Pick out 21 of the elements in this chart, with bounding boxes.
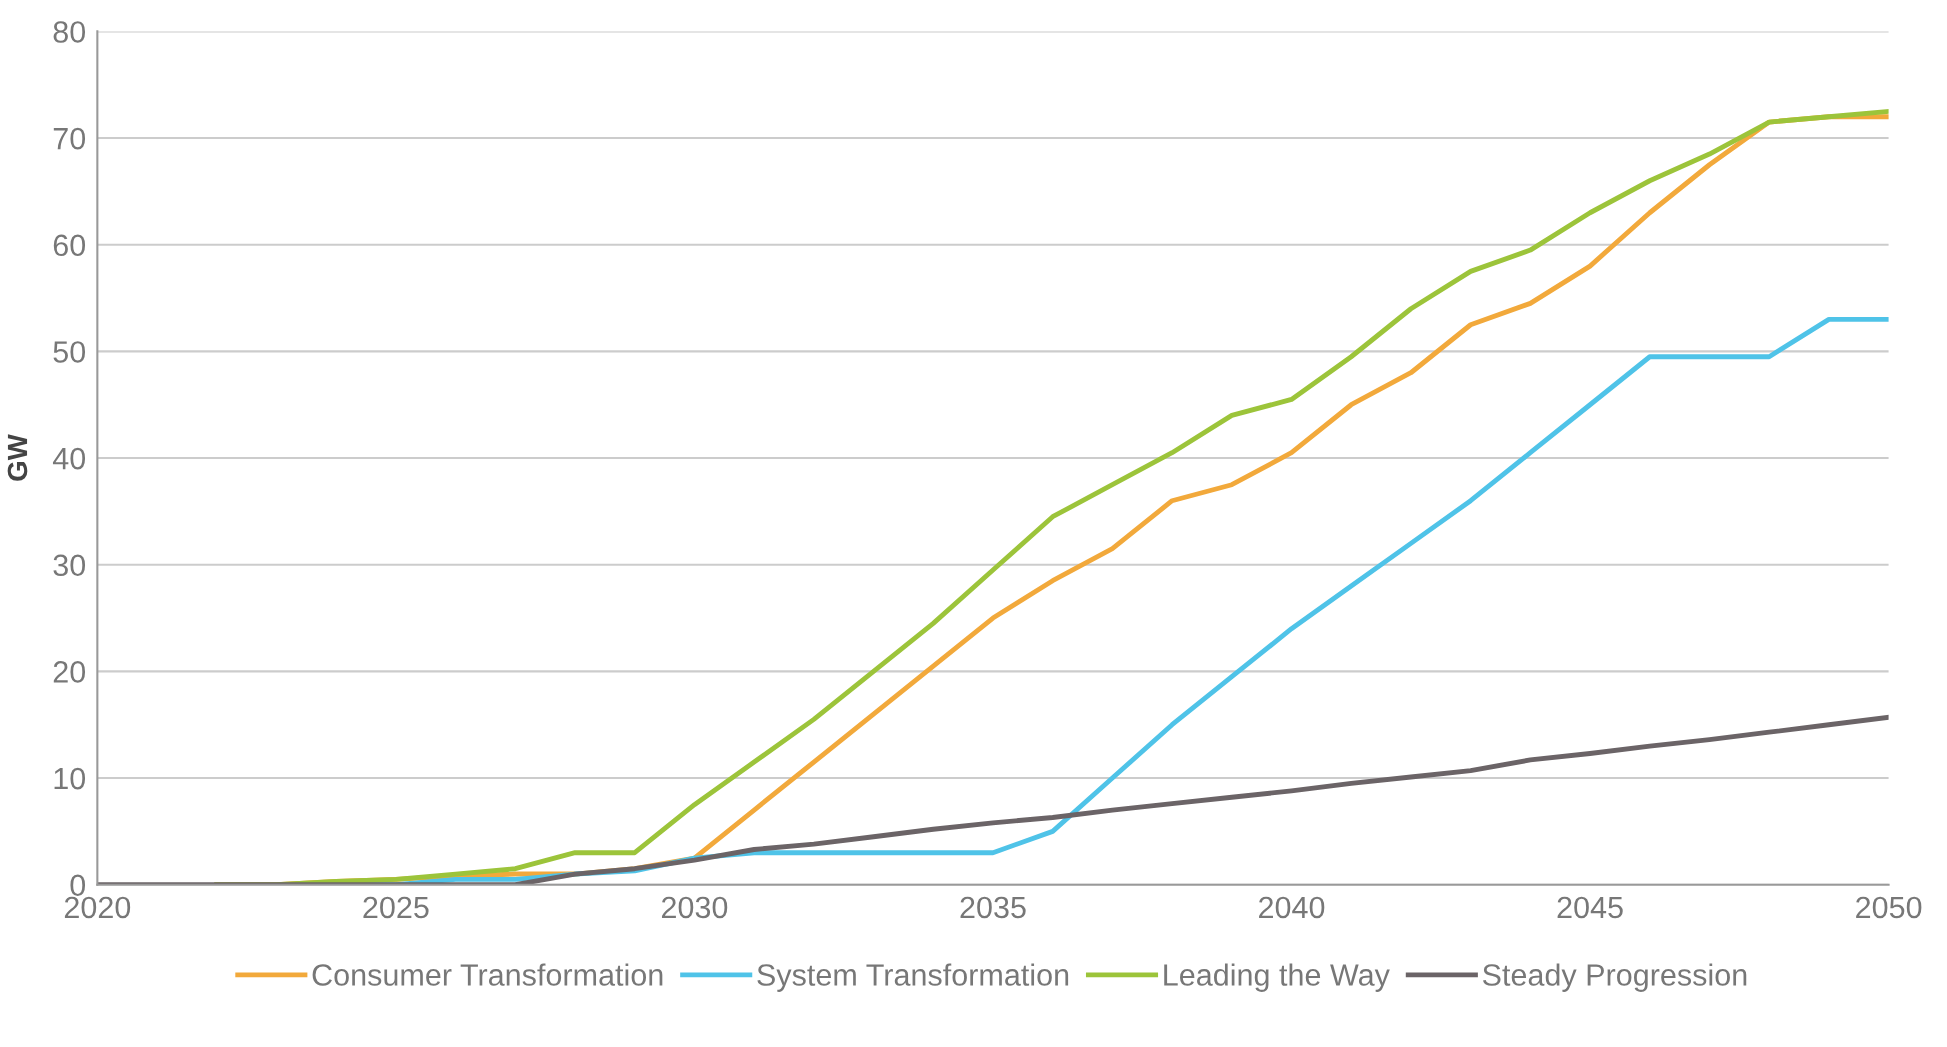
y-tick-label: 10 xyxy=(54,767,86,790)
y-tick-label: 70 xyxy=(53,127,86,150)
legend-label: Steady Progression xyxy=(1482,963,1747,992)
legend-label: Leading the Way xyxy=(1164,963,1390,992)
y-tick-label: 20 xyxy=(53,661,86,683)
y-tick-label: 40 xyxy=(52,447,86,470)
y-tick-label: 80 xyxy=(53,21,86,43)
x-tick-label: 2040 xyxy=(1259,896,1325,919)
y-tick-label: 0 xyxy=(70,874,86,897)
y-tick-label: 50 xyxy=(53,341,86,363)
x-tick-label: 2020 xyxy=(64,896,131,919)
y-axis-title: GW xyxy=(7,434,28,481)
x-tick-label: 2035 xyxy=(960,896,1026,919)
x-tick-label: 2045 xyxy=(1557,896,1623,919)
x-tick-label: 2030 xyxy=(661,896,728,919)
legend-label: Consumer Transformation xyxy=(312,963,663,986)
legend-label: System Transformation xyxy=(757,963,1069,992)
x-tick-label: 2050 xyxy=(1856,896,1922,919)
x-tick-label: 2025 xyxy=(363,896,429,919)
y-tick-label: 60 xyxy=(53,234,86,257)
y-tick-label: 30 xyxy=(53,554,86,577)
